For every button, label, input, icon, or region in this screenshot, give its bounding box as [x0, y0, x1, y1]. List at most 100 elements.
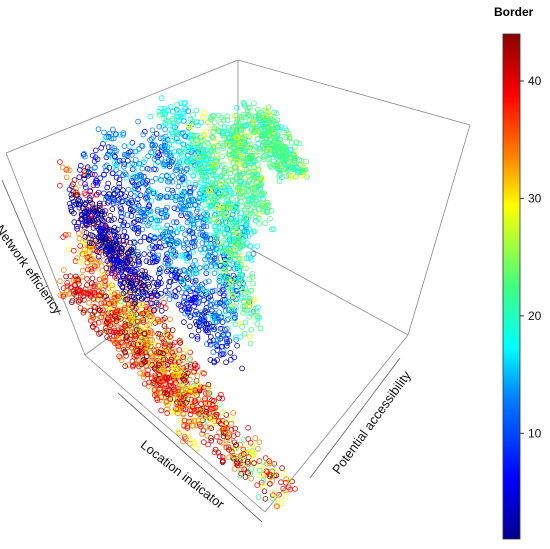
data-point — [223, 174, 230, 181]
data-point — [69, 297, 76, 304]
data-point — [200, 369, 206, 376]
data-point — [75, 297, 82, 303]
data-point — [84, 222, 90, 229]
data-point — [213, 175, 220, 182]
data-point — [170, 252, 177, 259]
data-point — [240, 99, 247, 106]
data-point — [111, 333, 117, 339]
data-point — [169, 409, 176, 416]
data-point — [172, 363, 178, 370]
data-point — [113, 199, 120, 206]
data-point — [221, 420, 228, 426]
data-point — [134, 278, 141, 284]
data-point — [187, 323, 193, 330]
data-point — [182, 199, 189, 206]
data-point — [129, 260, 136, 267]
data-point — [124, 333, 130, 339]
data-point — [213, 227, 219, 234]
data-point — [140, 131, 147, 138]
data-point — [142, 273, 148, 280]
data-point — [125, 200, 132, 207]
data-point — [214, 204, 221, 210]
data-point — [110, 265, 116, 271]
data-point — [71, 287, 77, 294]
data-point — [189, 229, 195, 236]
data-point — [207, 390, 213, 397]
data-point — [228, 166, 234, 173]
data-point — [89, 200, 95, 207]
data-point — [208, 172, 214, 179]
data-point — [245, 289, 251, 296]
data-point — [109, 206, 116, 212]
data-point — [286, 134, 293, 140]
data-point — [161, 366, 167, 373]
data-point — [167, 241, 173, 248]
data-point — [148, 316, 155, 323]
data-point — [210, 315, 216, 322]
data-point — [285, 166, 292, 173]
data-point — [221, 248, 228, 255]
data-point — [176, 347, 183, 353]
data-point — [105, 237, 112, 243]
data-point — [196, 164, 202, 170]
data-point — [227, 306, 233, 313]
data-point — [186, 435, 193, 441]
data-point — [185, 159, 192, 165]
data-point — [99, 228, 106, 234]
data-point — [218, 391, 224, 398]
data-point — [177, 253, 184, 259]
data-point — [193, 208, 200, 215]
data-point — [119, 339, 126, 346]
data-point — [91, 265, 98, 272]
data-point — [191, 408, 198, 414]
data-point — [239, 324, 245, 330]
data-point — [87, 307, 94, 314]
data-point — [246, 169, 252, 176]
data-point — [214, 347, 221, 353]
data-point — [256, 211, 263, 218]
data-point — [135, 186, 141, 193]
data-point — [199, 431, 205, 437]
data-point — [227, 204, 233, 210]
data-point — [255, 494, 262, 500]
data-point — [196, 298, 202, 305]
data-point — [133, 324, 140, 330]
data-point — [166, 163, 173, 170]
data-point — [216, 257, 223, 263]
data-point — [178, 153, 185, 160]
data-point — [157, 349, 164, 356]
data-point — [125, 158, 131, 164]
data-point — [195, 199, 202, 206]
data-point — [266, 155, 273, 161]
data-point — [283, 173, 290, 179]
data-point — [77, 297, 84, 303]
data-point — [94, 156, 101, 163]
data-point — [155, 279, 162, 285]
data-point — [185, 211, 191, 217]
data-point — [200, 220, 207, 226]
data-point — [288, 139, 295, 146]
data-point — [249, 274, 256, 280]
data-point — [77, 243, 83, 249]
data-point — [255, 141, 262, 147]
data-point — [124, 259, 130, 266]
data-point — [180, 114, 186, 121]
data-point — [260, 139, 267, 146]
data-point — [224, 117, 231, 123]
data-point — [131, 226, 138, 232]
data-point — [128, 268, 134, 274]
data-point — [96, 292, 102, 298]
data-point — [165, 260, 171, 267]
data-point — [195, 319, 202, 326]
data-point — [186, 198, 192, 204]
colorbar-title: Border — [494, 5, 534, 19]
data-point — [225, 444, 232, 451]
data-point — [161, 299, 167, 306]
data-point — [114, 299, 120, 305]
data-point — [99, 267, 105, 274]
data-point — [260, 459, 267, 465]
data-point — [76, 201, 82, 208]
data-point — [172, 388, 178, 395]
data-point — [195, 156, 201, 163]
data-point — [219, 351, 225, 357]
